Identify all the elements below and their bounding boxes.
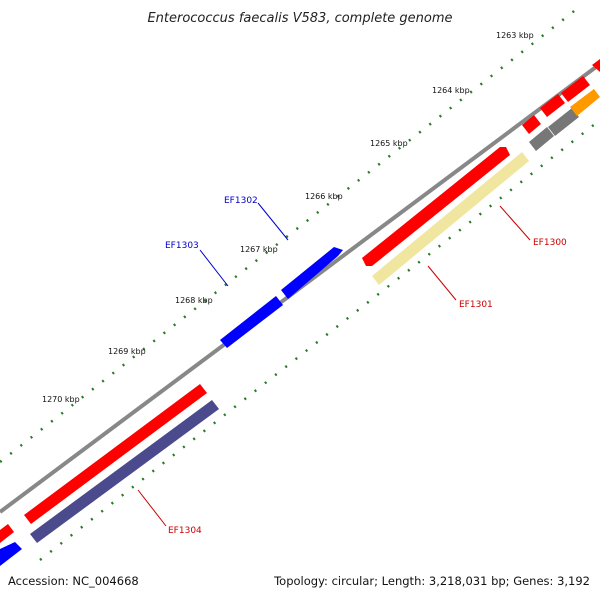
- tick-label-1265: 1265 kbp: [370, 139, 408, 148]
- gene-label-ef1301: EF1301: [459, 300, 493, 310]
- tick-label-1266: 1266 kbp: [305, 192, 343, 201]
- map-title: Enterococcus faecalis V583, complete gen…: [147, 11, 452, 26]
- leader-line-ef1304: [137, 489, 167, 527]
- accession-label: Accession: NC_004668: [8, 574, 139, 588]
- cds-feature-ef1303: [220, 296, 283, 348]
- leader-line-ef1301: [427, 265, 457, 301]
- tick-label-1267: 1267 kbp: [240, 245, 278, 254]
- cds-feature-ef1302: [281, 247, 343, 299]
- cds-feature-ef1300: [362, 147, 510, 266]
- cds-feature-edge-blue: [0, 542, 22, 566]
- gene-feature-orange: [570, 89, 600, 116]
- cds-feature-ef1304: [24, 384, 207, 524]
- tick-label-1263: 1263 kbp: [496, 31, 534, 40]
- gene-label-ef1304: EF1304: [168, 526, 202, 536]
- tick-label-1268: 1268 kbp: [175, 296, 213, 305]
- tick-label-1269: 1269 kbp: [108, 347, 146, 356]
- tick-label-1270: 1270 kbp: [42, 395, 80, 404]
- genome-summary: Topology: circular; Length: 3,218,031 bp…: [274, 574, 590, 588]
- inner-tick-ring: [39, 119, 600, 561]
- gene-label-ef1303: EF1303: [165, 241, 199, 251]
- leader-line-ef1302: [257, 202, 289, 241]
- cds-feature-small-1: [522, 115, 541, 134]
- cds-feature-small-3: [561, 76, 590, 102]
- gene-label-ef1300: EF1300: [533, 238, 567, 248]
- leader-line-ef1303: [199, 249, 229, 287]
- gene-feature-gray-2: [548, 108, 579, 136]
- leader-line-ef1300: [499, 205, 531, 241]
- outer-tick-ring: [0, 7, 579, 463]
- gene-feature-ef1301: [372, 152, 529, 285]
- gene-feature-ef1304: [30, 400, 219, 543]
- tick-label-1264: 1264 kbp: [432, 86, 470, 95]
- cds-feature-small-4: [592, 59, 600, 72]
- gene-feature-gray-1: [529, 127, 554, 151]
- gene-label-ef1302: EF1302: [224, 196, 258, 206]
- cds-feature-edge-red: [0, 524, 14, 543]
- cds-feature-small-2: [540, 94, 565, 117]
